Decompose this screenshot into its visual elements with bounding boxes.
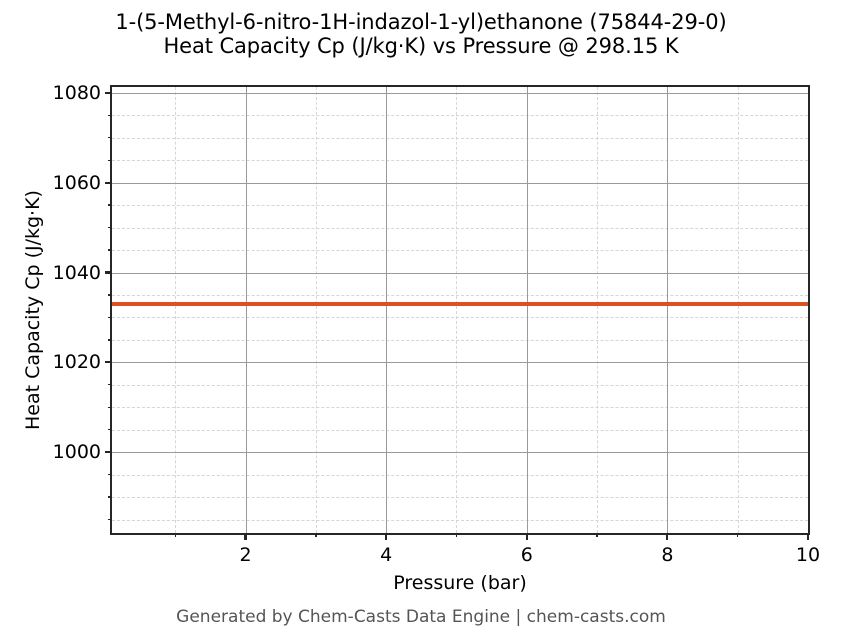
x-tick-major <box>666 533 669 540</box>
x-tick-major <box>385 533 388 540</box>
y-tick-label: 1080 <box>52 81 101 104</box>
y-tick-minor <box>108 496 112 498</box>
x-tick-major <box>525 533 528 540</box>
y-tick-minor <box>108 429 112 431</box>
x-axis-label: Pressure (bar) <box>393 572 527 594</box>
grid-minor-horizontal <box>112 250 808 252</box>
grid-minor-horizontal <box>112 317 808 319</box>
grid-major-vertical <box>526 87 528 533</box>
grid-minor-horizontal <box>112 384 808 386</box>
footer-credit: Generated by Chem-Casts Data Engine | ch… <box>176 607 666 627</box>
grid-minor-horizontal <box>112 227 808 229</box>
grid-minor-horizontal <box>112 474 808 476</box>
chart-subtitle: Heat Capacity Cp (J/kg·K) vs Pressure @ … <box>163 34 679 59</box>
y-tick-major <box>105 451 112 454</box>
chart-title-block: 1-(5-Methyl-6-nitro-1H-indazol-1-yl)etha… <box>0 10 842 59</box>
y-tick-minor <box>108 316 112 319</box>
grid-minor-vertical <box>175 87 177 533</box>
series-line <box>112 301 808 307</box>
grid-minor-vertical <box>597 87 599 533</box>
plot-axes: 2 4 6 8 10 1000 1020 1040 1060 1080 <box>53 82 820 566</box>
x-tick-label: 8 <box>661 544 674 566</box>
y-tick-major <box>105 361 112 364</box>
grid-major-vertical <box>386 87 388 533</box>
grid-minor-horizontal <box>112 160 808 162</box>
y-tick-minor <box>108 204 112 206</box>
grid-major-horizontal <box>112 182 808 184</box>
chart-title: 1-(5-Methyl-6-nitro-1H-indazol-1-yl)etha… <box>115 10 727 34</box>
y-tick-minor <box>108 294 112 296</box>
grid-major-horizontal <box>112 92 808 94</box>
y-axis-label: Heat Capacity Cp (J/kg·K) <box>22 190 44 430</box>
y-tick-minor <box>108 226 112 229</box>
grid-minor-horizontal <box>112 429 808 431</box>
x-tick-major <box>806 533 810 540</box>
plot-area <box>112 87 808 533</box>
y-tick-minor <box>108 473 112 476</box>
grid-minor-horizontal <box>112 205 808 207</box>
y-tick-minor <box>108 339 112 341</box>
grid-minor-vertical <box>737 87 739 533</box>
y-tick-label: 1000 <box>52 441 101 464</box>
y-tick-major <box>105 181 112 184</box>
x-tick-label: 6 <box>520 544 533 566</box>
y-tick-minor <box>108 249 112 251</box>
x-tick-minor <box>174 533 176 537</box>
y-tick-label: 1020 <box>52 351 101 374</box>
x-tick-minor <box>596 533 598 537</box>
y-tick-minor <box>108 137 112 139</box>
y-tick-major <box>105 271 112 274</box>
y-tick-minor <box>108 159 112 161</box>
y-tick-label: 1060 <box>52 171 101 194</box>
x-tick-minor <box>315 533 317 537</box>
grid-minor-vertical <box>456 87 458 533</box>
grid-minor-horizontal <box>112 497 808 499</box>
grid-minor-horizontal <box>112 294 808 296</box>
x-tick-label: 10 <box>795 544 821 566</box>
grid-minor-horizontal <box>112 137 808 139</box>
grid-minor-horizontal <box>112 339 808 341</box>
x-tick-minor <box>455 533 458 537</box>
grid-minor-horizontal <box>112 407 808 409</box>
y-tick-minor <box>108 384 112 386</box>
grid-major-horizontal <box>112 362 808 364</box>
x-tick-minor <box>737 533 739 537</box>
grid-major-vertical <box>667 87 669 533</box>
x-tick-label: 2 <box>239 544 252 566</box>
grid-major-horizontal <box>112 272 808 274</box>
grid-minor-vertical <box>315 87 317 533</box>
grid-minor-horizontal <box>112 519 808 521</box>
grid-major-horizontal <box>112 452 808 454</box>
grid-minor-horizontal <box>112 115 808 117</box>
y-tick-minor <box>108 518 112 521</box>
grid-major-vertical <box>245 87 247 533</box>
y-tick-major <box>105 91 112 94</box>
x-tick-label: 4 <box>380 544 393 566</box>
y-tick-minor <box>108 114 112 116</box>
x-tick-major <box>244 533 247 540</box>
y-tick-label: 1040 <box>52 261 101 284</box>
y-tick-minor <box>108 406 112 408</box>
